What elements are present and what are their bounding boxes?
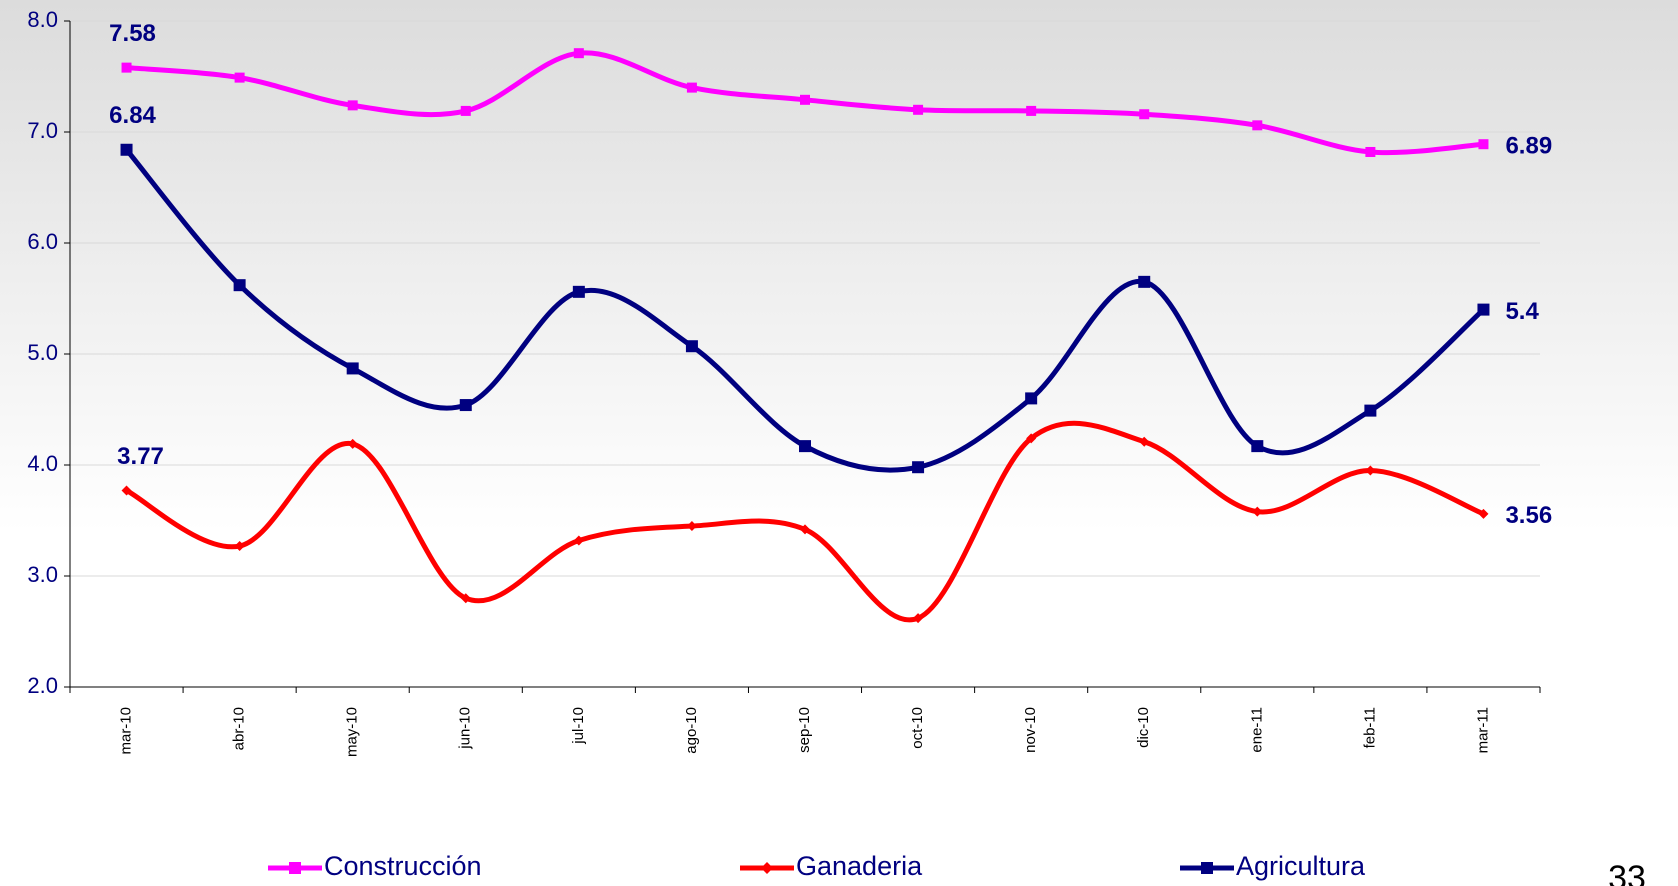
y-tick-label: 3.0 <box>27 562 58 587</box>
point <box>572 285 585 298</box>
x-tick-label: may-10 <box>344 707 361 757</box>
point <box>1025 392 1038 405</box>
y-tick-label: 2.0 <box>27 673 58 698</box>
x-tick-label: abr-10 <box>231 707 248 750</box>
point <box>913 613 924 624</box>
x-tick-label: oct-10 <box>909 707 926 749</box>
y-tick-label: 5.0 <box>27 340 58 365</box>
x-tick-label: ene-11 <box>1248 707 1265 753</box>
point <box>912 461 925 474</box>
point <box>1026 105 1037 116</box>
point <box>1139 436 1150 447</box>
point <box>234 541 245 552</box>
point <box>1252 120 1263 131</box>
point <box>799 440 811 453</box>
legend-marker <box>289 862 301 874</box>
point <box>1026 433 1037 444</box>
point <box>1364 404 1377 417</box>
y-tick-label: 4.0 <box>27 451 58 476</box>
point <box>1139 109 1150 120</box>
data-label: 6.84 <box>109 102 156 129</box>
point <box>460 593 471 604</box>
point <box>1365 146 1376 157</box>
x-tick-label: ago-10 <box>683 707 700 754</box>
page-number: 33 <box>1608 859 1646 886</box>
y-tick-label: 8.0 <box>27 7 58 32</box>
point <box>120 143 133 156</box>
data-label: 3.56 <box>1505 502 1552 529</box>
legend-marker <box>761 862 773 874</box>
x-tick-label: nov-10 <box>1022 707 1039 753</box>
point <box>573 535 584 546</box>
x-tick-label: dic-10 <box>1135 707 1152 748</box>
data-label: 3.77 <box>117 443 164 470</box>
y-tick-label: 7.0 <box>27 118 58 143</box>
point <box>686 82 697 93</box>
point <box>121 62 132 73</box>
x-tick-label: jul-10 <box>570 707 587 745</box>
point <box>1138 275 1151 288</box>
point <box>1478 139 1489 150</box>
legend-label: Ganaderia <box>796 851 923 881</box>
point <box>686 521 697 532</box>
point <box>234 72 245 83</box>
point <box>1251 440 1264 453</box>
point <box>460 105 471 116</box>
point <box>459 399 472 412</box>
point <box>573 48 584 59</box>
point <box>1252 506 1263 517</box>
y-tick-label: 6.0 <box>27 229 58 254</box>
legend-label: Construcción <box>324 851 482 881</box>
point <box>1365 465 1376 476</box>
point <box>233 279 246 292</box>
point <box>1477 303 1490 316</box>
point <box>685 340 698 353</box>
point <box>347 100 358 111</box>
point <box>1478 508 1489 519</box>
x-tick-label: mar-10 <box>118 707 135 755</box>
point <box>913 104 924 115</box>
point <box>800 94 810 105</box>
point <box>121 485 132 496</box>
point <box>800 524 810 535</box>
x-tick-label: feb-11 <box>1361 707 1378 748</box>
point <box>347 438 358 449</box>
point <box>346 362 359 375</box>
x-tick-label: mar-11 <box>1474 707 1491 753</box>
legend-label: Agricultura <box>1236 851 1366 881</box>
data-label: 7.58 <box>109 20 156 47</box>
x-tick-label: jun-10 <box>457 707 474 750</box>
data-label: 6.89 <box>1505 133 1552 160</box>
legend-marker <box>1201 862 1213 874</box>
x-tick-label: sep-10 <box>796 707 813 753</box>
data-label: 5.4 <box>1505 298 1539 325</box>
